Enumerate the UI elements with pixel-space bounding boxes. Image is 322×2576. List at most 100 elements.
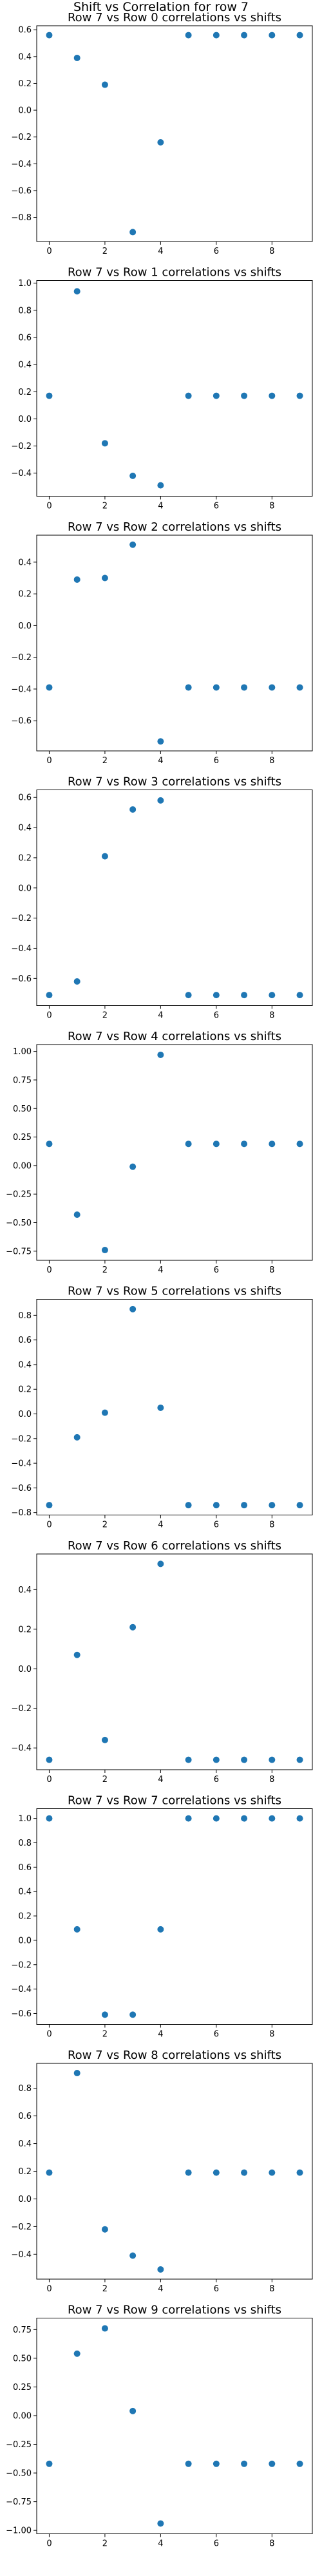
data-point	[129, 229, 137, 236]
data-point	[73, 1434, 80, 1441]
y-tick-label: −0.25	[6, 1190, 32, 1200]
subplot-title: Row 7 vs Row 9 correlations vs shifts	[68, 2304, 281, 2317]
x-tick-label: 4	[158, 1265, 163, 1275]
data-point	[296, 1502, 303, 1509]
y-tick-label: 0.8	[18, 306, 32, 316]
y-tick-label: −0.2	[11, 1704, 32, 1714]
data-point	[213, 1756, 220, 1763]
data-point	[269, 2169, 276, 2176]
subplot-title: Row 7 vs Row 1 correlations vs shifts	[68, 266, 281, 279]
x-tick-label: 2	[102, 756, 108, 766]
y-tick-label: −0.25	[6, 2440, 32, 2450]
data-point	[241, 1756, 248, 1763]
data-point	[101, 2325, 108, 2332]
x-tick-label: 8	[269, 1520, 274, 1530]
x-tick-label: 6	[214, 1520, 219, 1530]
y-tick-label: −0.2	[11, 1960, 32, 1970]
x-tick-label: 8	[269, 2539, 274, 2549]
y-tick-label: 0.50	[13, 1104, 32, 1114]
data-point	[185, 1815, 192, 1822]
x-tick-label: 8	[269, 2284, 274, 2294]
x-tick-label: 8	[269, 502, 274, 511]
x-tick-label: 2	[102, 1520, 108, 1530]
subplot-5: Row 7 vs Row 5 correlations vs shifts −0.…	[11, 1285, 313, 1530]
data-point	[129, 1163, 137, 1170]
data-point	[185, 2460, 192, 2467]
y-tick-label: 0.0	[18, 415, 32, 424]
x-tick-label: 8	[269, 247, 274, 256]
y-tick-label: 0.0	[18, 1410, 32, 1419]
x-tick-label: 0	[46, 1520, 52, 1530]
y-tick-label: −0.2	[11, 1434, 32, 1444]
y-tick-label: −0.2	[11, 914, 32, 923]
data-point	[73, 1651, 80, 1658]
data-point	[296, 2460, 303, 2467]
data-point	[185, 2169, 192, 2176]
y-tick-label: −0.6	[11, 717, 32, 726]
subplot-title: Row 7 vs Row 5 correlations vs shifts	[68, 1285, 281, 1298]
data-point	[129, 472, 137, 479]
y-tick-label: 0.0	[18, 106, 32, 116]
data-point	[213, 2460, 220, 2467]
x-tick-label: 6	[214, 247, 219, 256]
y-tick-label: −0.4	[11, 1744, 32, 1754]
x-tick-label: 4	[158, 1775, 163, 1785]
axes-frame	[36, 25, 313, 242]
y-tick-label: 0.4	[18, 1888, 32, 1897]
y-tick-label: 0.8	[18, 1311, 32, 1321]
y-tick-label: 0.4	[18, 2139, 32, 2149]
data-point	[269, 1756, 276, 1763]
data-point	[157, 1404, 164, 1411]
y-tick-label: 0.2	[18, 2167, 32, 2177]
y-tick-label: 0.00	[13, 2411, 32, 2421]
y-tick-label: 0.8	[18, 2084, 32, 2094]
x-tick-label: 4	[158, 1011, 163, 1021]
y-tick-label: −0.4	[11, 1985, 32, 1994]
axes-frame	[36, 790, 313, 1006]
axes-frame	[36, 2318, 313, 2534]
data-point	[46, 32, 53, 39]
data-point	[185, 1502, 192, 1509]
subplot-title: Row 7 vs Row 6 correlations vs shifts	[68, 1539, 281, 1553]
axes-frame	[36, 535, 313, 752]
data-point	[101, 2226, 108, 2233]
data-point	[269, 392, 276, 399]
y-tick-label: −0.50	[6, 2469, 32, 2479]
x-tick-label: 8	[269, 1011, 274, 1021]
data-point	[241, 1502, 248, 1509]
data-point	[296, 2169, 303, 2176]
data-point	[129, 2407, 137, 2414]
data-point	[101, 440, 108, 447]
data-point	[101, 1736, 108, 1743]
data-point	[296, 32, 303, 39]
y-tick-label: 0.0	[18, 1936, 32, 1946]
y-tick-label: 0.4	[18, 558, 32, 567]
data-point	[269, 2460, 276, 2467]
x-tick-label: 6	[214, 1011, 219, 1021]
x-tick-label: 6	[214, 502, 219, 511]
x-tick-label: 4	[158, 247, 163, 256]
data-point	[157, 738, 164, 745]
y-tick-label: 0.2	[18, 79, 32, 89]
y-tick-label: 1.0	[18, 279, 32, 289]
y-tick-label: 0.75	[13, 1075, 32, 1085]
x-tick-label: 2	[102, 502, 108, 511]
y-tick-label: −1.00	[6, 2526, 32, 2536]
data-point	[73, 54, 80, 61]
data-point	[73, 978, 80, 985]
data-point	[46, 992, 53, 999]
y-tick-label: 1.00	[13, 1047, 32, 1057]
subplot-title: Row 7 vs Row 8 correlations vs shifts	[68, 2049, 281, 2062]
y-tick-label: −0.50	[6, 1218, 32, 1228]
x-tick-label: 0	[46, 247, 52, 256]
subplot-7: Row 7 vs Row 7 correlations vs shifts −0.…	[11, 1794, 313, 2040]
data-point	[241, 2460, 248, 2467]
subplot-9: Row 7 vs Row 9 correlations vs shifts −1.…	[6, 2304, 313, 2549]
subplot-2: Row 7 vs Row 2 correlations vs shifts −0.…	[11, 520, 313, 766]
x-tick-label: 4	[158, 756, 163, 766]
subplot-title: Row 7 vs Row 2 correlations vs shifts	[68, 520, 281, 534]
data-point	[101, 2011, 108, 2018]
data-point	[101, 574, 108, 582]
y-tick-label: 0.4	[18, 1360, 32, 1370]
y-tick-label: −0.2	[11, 133, 32, 142]
